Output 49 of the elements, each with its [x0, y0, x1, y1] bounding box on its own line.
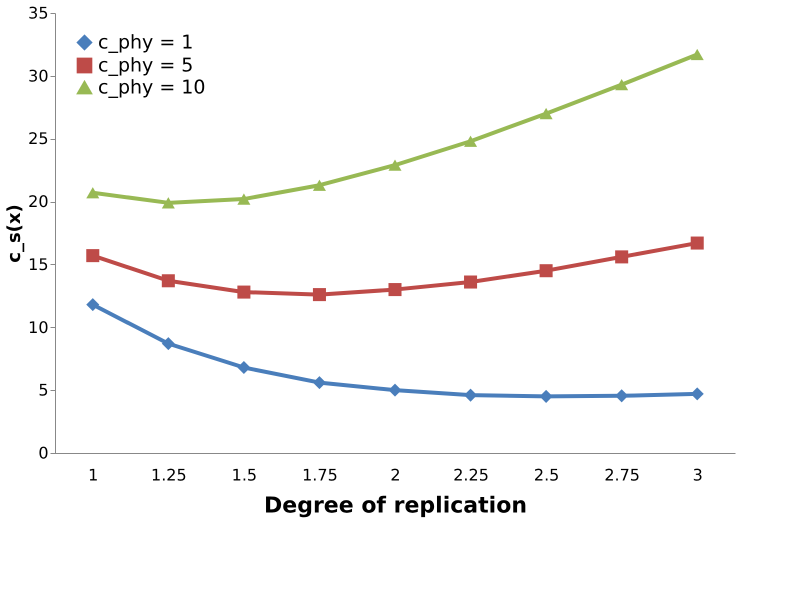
point — [388, 384, 402, 397]
legend-label: c_phy = 10 — [98, 76, 206, 98]
y-tick-label: 15 — [28, 254, 48, 274]
point — [690, 236, 704, 250]
point — [237, 360, 250, 374]
point — [162, 197, 175, 208]
legend-label: c_phy = 5 — [98, 54, 194, 76]
x-axis-title: Degree of replication — [264, 494, 527, 518]
point — [162, 274, 175, 288]
point — [86, 249, 100, 262]
x-tick-label: 1.5 — [232, 466, 258, 484]
point — [690, 387, 704, 400]
x-tick-label: 3 — [692, 466, 703, 484]
y-tick-label: 20 — [28, 192, 48, 212]
point — [388, 283, 402, 296]
point — [237, 193, 250, 205]
point — [615, 389, 628, 402]
legend-label: c_phy = 1 — [98, 32, 194, 54]
point — [312, 376, 326, 390]
point — [464, 276, 478, 289]
y-tick-label: 30 — [28, 66, 48, 86]
x-tick-label: 2.5 — [534, 466, 560, 484]
point — [237, 286, 250, 299]
x-tick-label: 2.75 — [604, 466, 640, 484]
y-tick-label: 5 — [38, 380, 48, 400]
point — [690, 48, 704, 60]
x-tick-label: 1.75 — [302, 466, 338, 484]
y-tick-label: 35 — [28, 4, 48, 22]
x-tick-label: 2 — [390, 466, 401, 484]
point — [615, 79, 628, 90]
point — [86, 187, 100, 198]
point — [86, 298, 100, 312]
point — [162, 337, 175, 350]
point — [464, 136, 478, 147]
point — [540, 390, 553, 403]
point — [312, 180, 326, 191]
point — [464, 388, 478, 402]
y-axis-title: c_s(x) — [4, 204, 26, 263]
point — [388, 159, 402, 171]
x-tick-label: 2.25 — [453, 466, 489, 484]
y-tick-label: 25 — [28, 129, 48, 148]
point — [312, 288, 326, 302]
x-tick-label: 1.25 — [151, 466, 187, 484]
point — [540, 108, 553, 120]
point — [540, 264, 553, 278]
point — [615, 250, 628, 264]
y-tick-label: 0 — [38, 444, 48, 462]
x-tick-label: 1 — [88, 466, 98, 484]
y-tick-label: 10 — [28, 318, 48, 337]
